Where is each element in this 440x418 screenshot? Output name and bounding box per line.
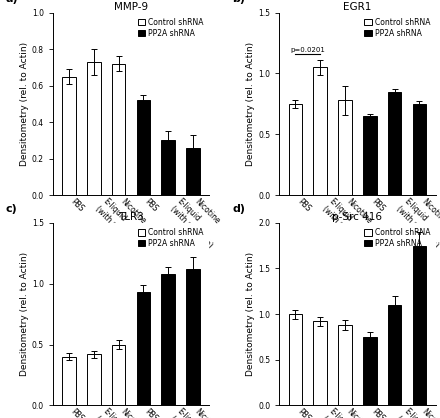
Y-axis label: Densitometry (rel. to Actin): Densitometry (rel. to Actin): [20, 252, 29, 376]
Y-axis label: Densitometry (rel. to Actin): Densitometry (rel. to Actin): [246, 42, 256, 166]
Title: EGR1: EGR1: [343, 2, 372, 12]
Bar: [87, 62, 101, 195]
Bar: [136, 100, 150, 195]
Legend: Control shRNA, PP2A shRNA: Control shRNA, PP2A shRNA: [363, 16, 432, 39]
Title: MMP-9: MMP-9: [114, 2, 148, 12]
X-axis label: Target: Target: [340, 252, 375, 263]
Bar: [289, 104, 302, 195]
Bar: [413, 104, 426, 195]
Legend: Control shRNA, PP2A shRNA: Control shRNA, PP2A shRNA: [136, 16, 205, 39]
Bar: [338, 325, 352, 405]
X-axis label: Target: Target: [114, 252, 148, 263]
Bar: [87, 354, 101, 405]
Bar: [112, 64, 125, 195]
Legend: Control shRNA, PP2A shRNA: Control shRNA, PP2A shRNA: [363, 227, 432, 250]
Text: a): a): [6, 0, 18, 4]
Bar: [136, 292, 150, 405]
Text: p=0.0201: p=0.0201: [290, 47, 325, 53]
Bar: [313, 321, 327, 405]
Title: p-Src 416: p-Src 416: [333, 212, 382, 222]
Bar: [161, 140, 175, 195]
Bar: [413, 245, 426, 405]
Bar: [338, 100, 352, 195]
Bar: [363, 116, 377, 195]
Bar: [112, 344, 125, 405]
Bar: [62, 357, 76, 405]
Title: TLR3: TLR3: [118, 212, 144, 222]
Legend: Control shRNA, PP2A shRNA: Control shRNA, PP2A shRNA: [136, 227, 205, 250]
Bar: [313, 67, 327, 195]
Bar: [186, 148, 200, 195]
Bar: [388, 305, 401, 405]
Bar: [363, 337, 377, 405]
Text: d): d): [232, 204, 246, 214]
Bar: [289, 314, 302, 405]
Bar: [161, 274, 175, 405]
Text: c): c): [6, 204, 18, 214]
Bar: [186, 269, 200, 405]
Y-axis label: Densitometry (rel. to Actin): Densitometry (rel. to Actin): [246, 252, 256, 376]
Y-axis label: Densitometry (rel. to Actin): Densitometry (rel. to Actin): [20, 42, 29, 166]
Text: b): b): [232, 0, 246, 4]
Bar: [62, 76, 76, 195]
Bar: [388, 92, 401, 195]
